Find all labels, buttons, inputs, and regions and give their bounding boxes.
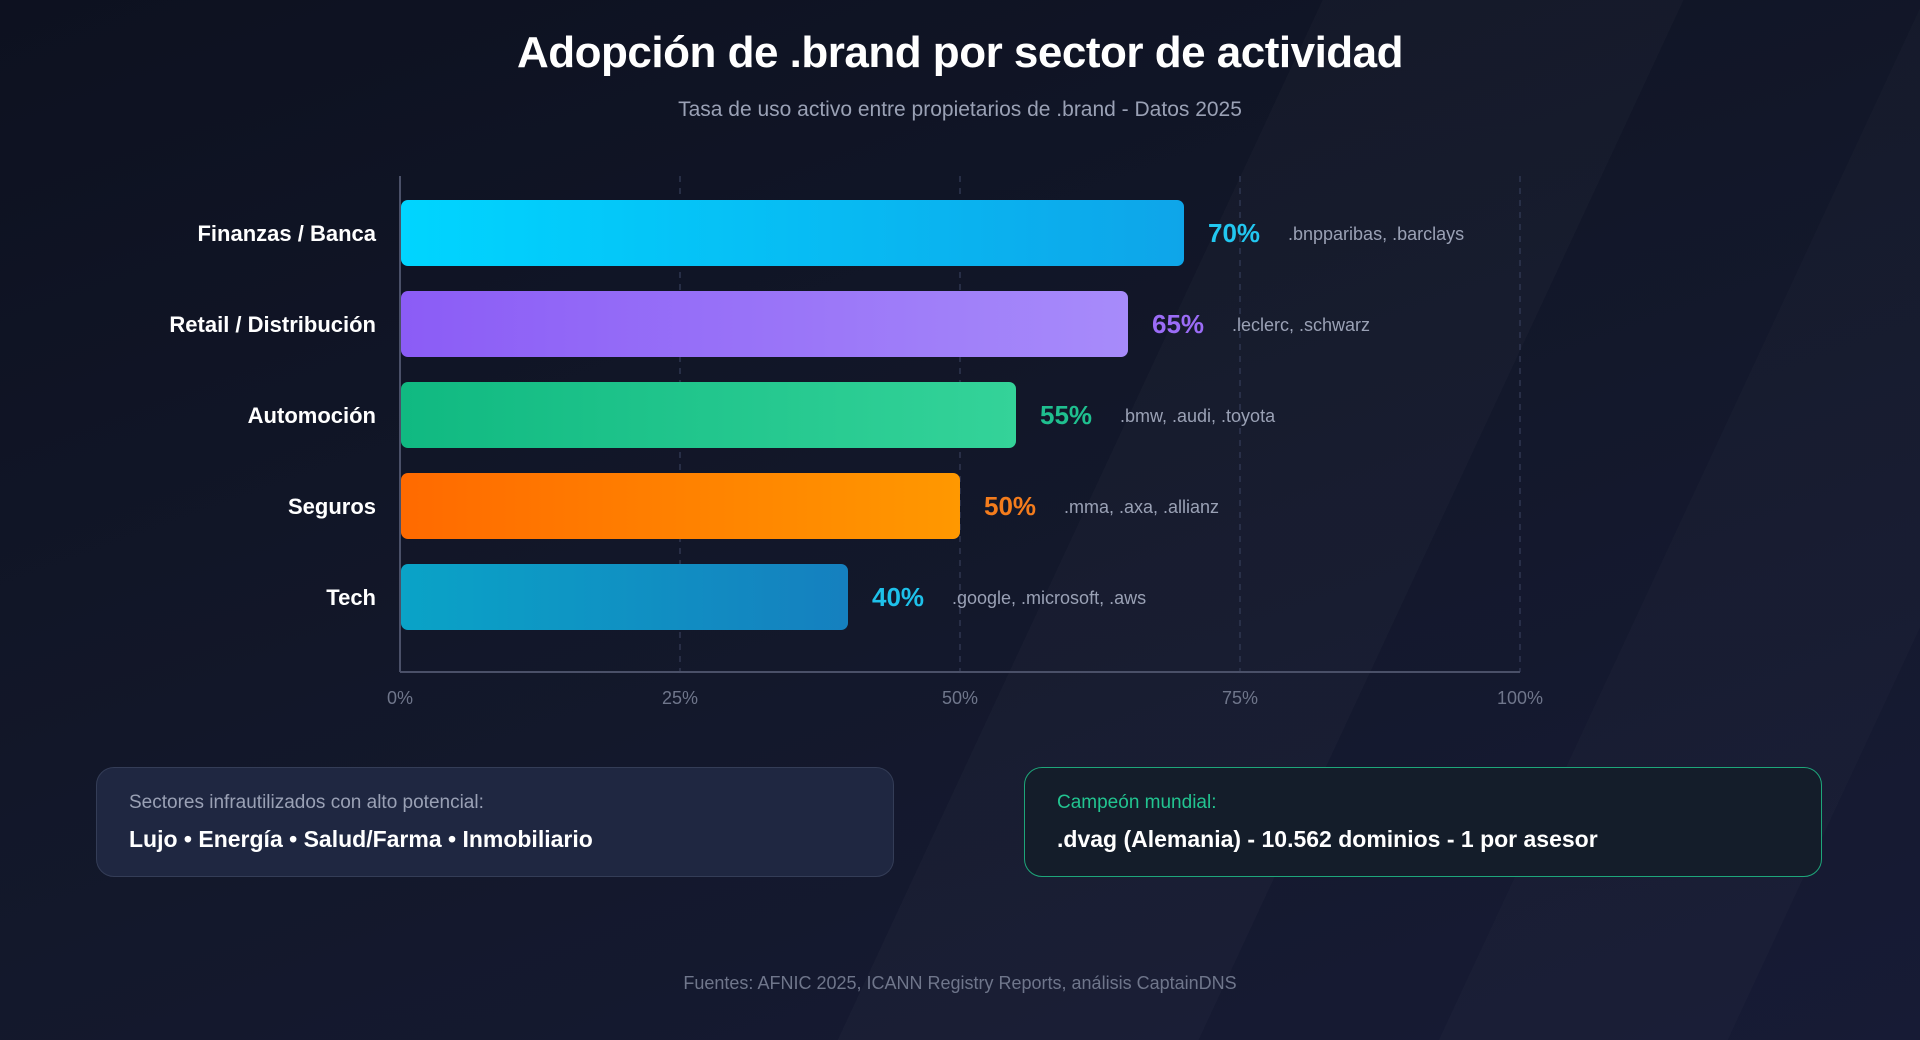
labels: 0% 25% 50% 75% 100% Finanzas / Banca 70% .bnppa… [169,218,1543,708]
bar-chart: 0% 25% 50% 75% 100% Finanzas / Banca 70% .bnppa… [169,176,1544,708]
category-label-2: Automoción [248,403,376,428]
annotation-label-2: .bmw, .audi, .toyota [1120,406,1276,426]
underused-sectors-value: Lujo • Energía • Salud/Farma • Inmobilia… [129,826,593,852]
world-champion-label: Campeón mundial: [1057,792,1217,813]
category-label-3: Seguros [288,494,376,519]
category-label-4: Tech [326,585,376,610]
category-label-0: Finanzas / Banca [197,221,376,246]
bars [401,200,1184,630]
bar-2 [401,382,1016,448]
x-tick-label-100: 100% [1497,688,1543,708]
category-label-1: Retail / Distribución [169,312,376,337]
value-label-2: 55% [1040,400,1092,430]
axes [399,176,1520,673]
bar-1 [401,291,1128,357]
x-tick-label-0: 0% [387,688,413,708]
annotation-label-4: .google, .microsoft, .aws [952,588,1146,608]
annotation-label-3: .mma, .axa, .allianz [1064,497,1219,517]
world-champion-value: .dvag (Alemania) - 10.562 dominios - 1 p… [1057,826,1598,852]
annotation-label-1: .leclerc, .schwarz [1232,315,1370,335]
value-label-3: 50% [984,491,1036,521]
value-label-0: 70% [1208,218,1260,248]
value-label-1: 65% [1152,309,1204,339]
chart-subtitle: Tasa de uso activo entre propietarios de… [678,98,1242,121]
x-tick-label-50: 50% [942,688,978,708]
x-tick-label-25: 25% [662,688,698,708]
bar-4 [401,564,848,630]
value-label-4: 40% [872,582,924,612]
world-champion-box: Campeón mundial: .dvag (Alemania) - 10.5… [1024,767,1822,877]
underused-sectors-label: Sectores infrautilizados con alto potenc… [129,792,484,813]
bar-3 [401,473,960,539]
sources-footer: Fuentes: AFNIC 2025, ICANN Registry Repo… [683,973,1237,993]
bar-0 [401,200,1184,266]
x-tick-label-75: 75% [1222,688,1258,708]
underused-sectors-box: Sectores infrautilizados con alto potenc… [96,767,894,877]
annotation-label-0: .bnpparibas, .barclays [1288,224,1464,244]
chart-title: Adopción de .brand por sector de activid… [516,28,1404,77]
